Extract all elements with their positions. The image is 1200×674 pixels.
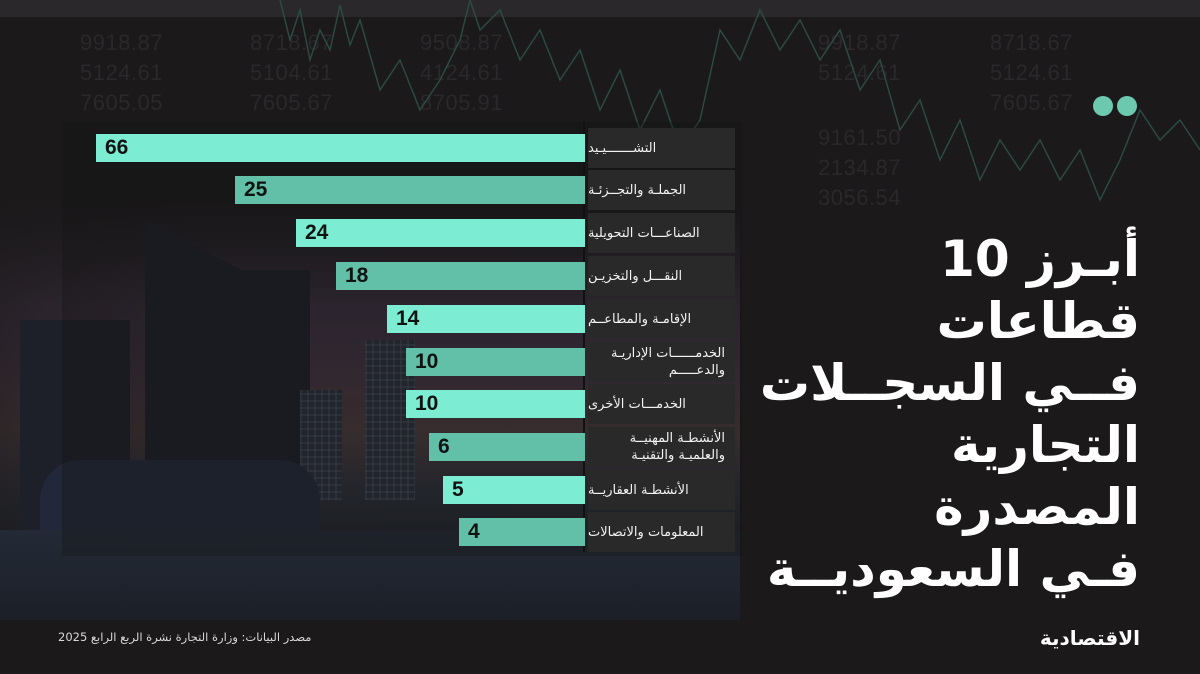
bar-value: 6 <box>438 435 450 458</box>
bar-value: 10 <box>415 350 439 373</box>
bg-number: 5124.61 <box>80 60 164 85</box>
category-label: الإقامـة والمطاعــم <box>588 299 735 339</box>
bg-number: 2134.87 <box>818 155 902 180</box>
building <box>300 390 342 500</box>
category-label: الجملـة والتجــزئـة <box>588 170 735 210</box>
bar-value: 5 <box>452 478 464 501</box>
bar-information-communications: 4 <box>459 518 585 546</box>
title-line: أبـرز 10 قطاعات <box>936 230 1140 350</box>
axis-divider <box>583 122 585 552</box>
category-label: الأنشطـة المهنيــة والعلميـة والتقنيـة <box>588 427 735 467</box>
building-dome <box>40 460 320 530</box>
bar-real-estate: 5 <box>443 476 585 504</box>
bar-chart: 66 التشـــــــيـيد 25 الجملـة والتجــزئـ… <box>62 122 742 556</box>
bg-number: 7605.67 <box>250 90 334 115</box>
top-strip <box>0 0 1200 17</box>
bar-value: 24 <box>305 221 329 244</box>
bar-value: 10 <box>415 392 439 415</box>
bar-value: 66 <box>105 136 129 159</box>
bg-number: 9918.87 <box>818 30 902 55</box>
bg-number: 9918.87 <box>80 30 164 55</box>
chart-row: 66 التشـــــــيـيد <box>62 128 742 168</box>
category-label: المعلومات والاتصالات <box>588 512 735 552</box>
chart-row: 6 الأنشطـة المهنيــة والعلميـة والتقنيـة <box>62 427 742 467</box>
chart-row: 24 الصناعـــات التحويلية <box>62 213 742 253</box>
publisher-logo: الاقتصادية <box>1039 626 1140 650</box>
bg-number: 9161.50 <box>818 125 902 150</box>
bar-manufacturing: 24 <box>296 219 585 247</box>
chart-row: 25 الجملـة والتجــزئـة <box>62 170 742 210</box>
bar-other-services: 10 <box>406 390 585 418</box>
bg-number: 5124.61 <box>990 60 1074 85</box>
dot-icon <box>1093 96 1113 116</box>
bg-number: 8705.91 <box>420 90 504 115</box>
category-label: الخدمـــات الأخرى <box>588 384 735 424</box>
bar-professional-scientific: 6 <box>429 433 585 461</box>
bg-number: 9508.87 <box>420 30 504 55</box>
chart-row: 14 الإقامـة والمطاعــم <box>62 299 742 339</box>
chart-row: 10 الخدمـــات الأخرى <box>62 384 742 424</box>
bar-construction: 66 <box>96 134 585 162</box>
bg-number: 4124.61 <box>420 60 504 85</box>
chart-row: 4 المعلومات والاتصالات <box>62 512 742 552</box>
category-label: التشـــــــيـيد <box>588 128 735 168</box>
bg-number: 7605.67 <box>990 90 1074 115</box>
data-source: مصدر البيانات: وزارة التجارة نشرة الربع … <box>58 630 312 644</box>
bar-wholesale-retail: 25 <box>235 176 585 204</box>
bg-number: 8718.67 <box>990 30 1074 55</box>
chart-row: 18 النقـــل والتخزيـن <box>62 256 742 296</box>
bar-transport-storage: 18 <box>336 262 585 290</box>
bar-value: 4 <box>468 520 480 543</box>
category-label: الأنشطـة العقاريــة <box>588 470 735 510</box>
title-line: فـي السعوديــة <box>766 540 1140 598</box>
bar-admin-support: 10 <box>406 348 585 376</box>
bar-accommodation-food: 14 <box>387 305 585 333</box>
page-title: أبـرز 10 قطاعات فــي السجــلات التجارية … <box>740 228 1140 600</box>
category-label: الصناعـــات التحويلية <box>588 213 735 253</box>
bg-number: 7605.05 <box>80 90 164 115</box>
title-line: فــي السجــلات <box>759 354 1140 412</box>
chart-row: 10 الخدمــــــات الإداريـة والدعـــــم <box>62 342 742 382</box>
chart-row: 5 الأنشطـة العقاريــة <box>62 470 742 510</box>
bar-value: 18 <box>345 264 369 287</box>
bg-number: 8718.67 <box>250 30 334 55</box>
bg-number: 3056.54 <box>818 185 902 210</box>
category-label: الخدمــــــات الإداريـة والدعـــــم <box>588 342 735 382</box>
bar-value: 25 <box>244 178 268 201</box>
accent-dots <box>1093 96 1137 116</box>
bar-value: 14 <box>396 307 420 330</box>
bg-number: 5104.61 <box>250 60 334 85</box>
category-label: النقـــل والتخزيـن <box>588 256 735 296</box>
dot-icon <box>1117 96 1137 116</box>
bg-number: 5124.61 <box>818 60 902 85</box>
title-line: التجارية المصدرة <box>934 416 1140 536</box>
